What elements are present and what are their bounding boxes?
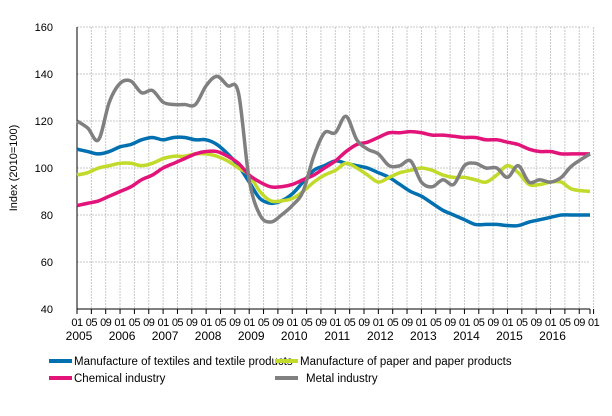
x-tick-label: 05 <box>516 317 528 329</box>
x-tick-label: 01 <box>373 317 385 329</box>
legend-label: Chemical industry <box>74 373 166 385</box>
x-tick-label: 09 <box>444 317 456 329</box>
series-line-manufacture-of-paper-and-paper-products <box>76 151 591 204</box>
series-line-manufacture-of-textiles-and-textile-products <box>76 135 590 228</box>
x-tick-label: 09 <box>401 317 413 329</box>
x-year-label: 2007 <box>152 329 179 343</box>
x-year-label: 2006 <box>109 329 136 343</box>
x-tick-label: 09 <box>315 317 327 329</box>
x-tick-label: 09 <box>358 317 370 329</box>
gridlines <box>77 26 595 309</box>
x-year-label: 2010 <box>281 329 308 343</box>
x-tick-label: 01 <box>71 317 83 329</box>
x-year-label: 2016 <box>539 329 566 343</box>
x-year-label: 2013 <box>410 329 437 343</box>
x-tick-label: 05 <box>215 317 227 329</box>
series-line-chemical-industry <box>76 129 590 208</box>
x-tick-label: 05 <box>301 317 313 329</box>
x-tick-label: 09 <box>531 317 543 329</box>
x-tick-label: 05 <box>387 317 399 329</box>
series-lines <box>76 74 591 228</box>
x-year-label: 2012 <box>367 329 394 343</box>
y-tick-label: 80 <box>41 210 53 222</box>
x-tick-label: 05 <box>258 317 270 329</box>
x-tick-label: 09 <box>229 317 241 329</box>
x-tick-label: 09 <box>574 317 586 329</box>
legend-label: Manufacture of paper and paper products <box>300 356 512 368</box>
legend-label: Manufacture of textiles and textile prod… <box>74 356 293 368</box>
x-tick-label: 01 <box>416 317 428 329</box>
x-tick-label: 01 <box>459 317 471 329</box>
x-tick-label: 09 <box>143 317 155 329</box>
x-year-label: 2015 <box>496 329 523 343</box>
y-tick-label: 120 <box>35 116 53 128</box>
x-tick-label: 09 <box>186 317 198 329</box>
y-tick-label: 100 <box>35 163 53 175</box>
x-tick-label: 01 <box>157 317 169 329</box>
x-tick-label: 01 <box>244 317 256 329</box>
x-tick-label: 05 <box>172 317 184 329</box>
x-tick-label: 01 <box>502 317 514 329</box>
y-tick-label: 160 <box>35 22 53 34</box>
y-tick-label: 40 <box>41 304 53 316</box>
x-tick-label: 05 <box>86 317 98 329</box>
x-tick-label: 01 <box>114 317 126 329</box>
x-tick-label: 09 <box>488 317 500 329</box>
legend: Manufacture of textiles and textile prod… <box>49 356 512 385</box>
x-year-label: 2008 <box>195 329 222 343</box>
y-axis-label: Index (2010=100) <box>8 125 20 212</box>
x-tick-label: 01 <box>330 317 342 329</box>
x-tick-label: 05 <box>430 317 442 329</box>
x-tick-label: 05 <box>473 317 485 329</box>
y-tick-label: 140 <box>35 69 53 81</box>
x-tick-label: 01 <box>545 317 557 329</box>
x-tick-label: 05 <box>344 317 356 329</box>
x-tick-label: 01 <box>287 317 299 329</box>
x-tick-label: 05 <box>129 317 141 329</box>
x-year-label: 2011 <box>324 329 350 343</box>
legend-label: Metal industry <box>306 373 378 385</box>
series-line-metal-industry <box>76 74 591 224</box>
x-tick-label: 01 <box>201 317 213 329</box>
x-year-label: 2014 <box>453 329 480 343</box>
x-tick-label: 01 <box>588 317 600 329</box>
y-tick-label: 60 <box>41 257 53 269</box>
x-tick-label: 05 <box>559 317 571 329</box>
x-tick-label: 09 <box>100 317 112 329</box>
x-year-label: 2005 <box>66 329 93 343</box>
x-tick-label: 09 <box>272 317 284 329</box>
x-year-label: 2009 <box>238 329 265 343</box>
